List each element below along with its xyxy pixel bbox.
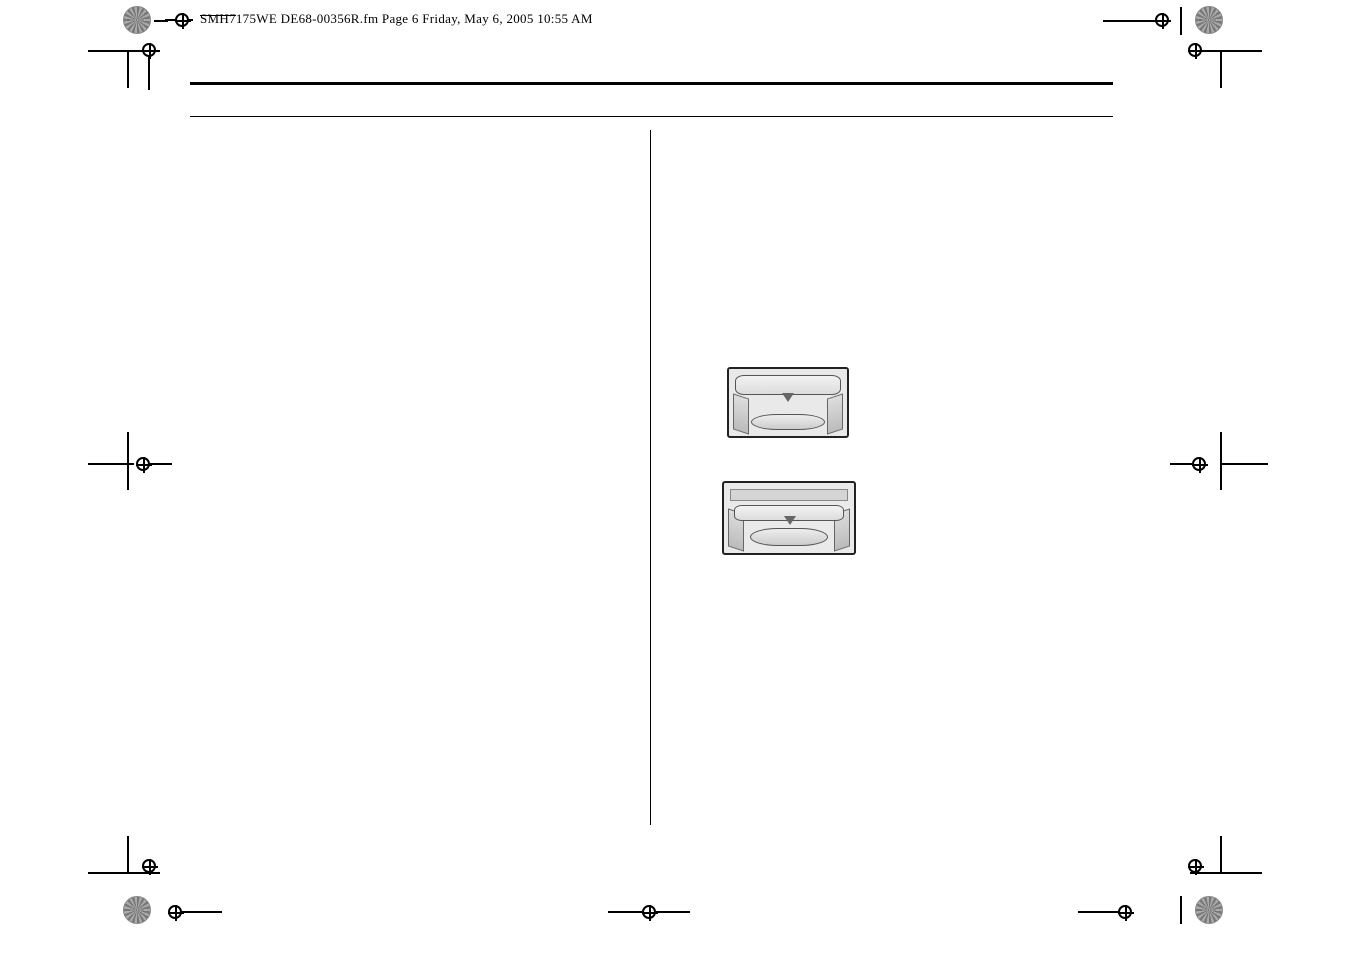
center-column-divider [650,130,651,825]
crop-line [127,432,129,490]
crop-line [1222,463,1268,465]
registration-color-circle [1195,6,1223,34]
page-root: SMH7175WE DE68-00356R.fm Page 6 Friday, … [0,0,1351,954]
crop-line [1220,52,1222,88]
crop-line [1190,872,1262,874]
document-header-text: SMH7175WE DE68-00356R.fm Page 6 Friday, … [200,11,593,26]
registration-color-circle [123,6,151,34]
crop-line [1220,836,1222,872]
crop-line [1180,896,1182,924]
crop-line [88,872,160,874]
page-second-rule [190,116,1113,117]
document-header-info: SMH7175WE DE68-00356R.fm Page 6 Friday, … [200,11,593,27]
crop-line [127,52,129,88]
registration-color-circle [123,896,151,924]
registration-color-circle [1195,896,1223,924]
crop-line [1220,432,1222,490]
crop-line [1103,20,1157,22]
illustration-rack-insert [727,367,849,438]
illustration-rack-on-turntable [722,481,856,555]
crop-line [1180,7,1182,35]
crop-line [127,836,129,872]
page-top-rule [190,82,1113,85]
crop-line [88,463,134,465]
